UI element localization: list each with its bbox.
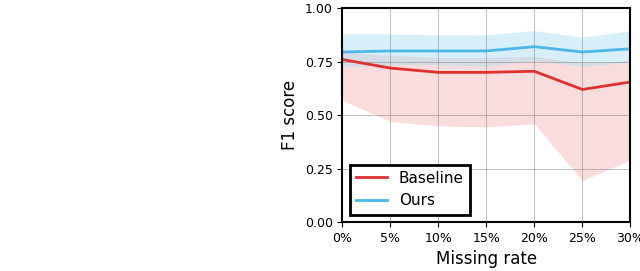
Baseline bbox=[579, 88, 586, 91]
Ours bbox=[387, 49, 394, 53]
Baseline bbox=[531, 70, 538, 73]
Line: Ours: Ours bbox=[342, 47, 630, 52]
Ours bbox=[579, 50, 586, 54]
X-axis label: Missing rate: Missing rate bbox=[436, 250, 537, 269]
Y-axis label: F1 score: F1 score bbox=[281, 80, 299, 150]
Baseline bbox=[627, 80, 634, 84]
Legend: Baseline, Ours: Baseline, Ours bbox=[350, 165, 470, 215]
Baseline bbox=[339, 58, 346, 61]
Baseline bbox=[435, 71, 442, 74]
Baseline bbox=[387, 66, 394, 70]
Ours bbox=[627, 47, 634, 50]
Ours bbox=[531, 45, 538, 48]
Ours bbox=[339, 50, 346, 54]
Baseline bbox=[483, 71, 490, 74]
Line: Baseline: Baseline bbox=[342, 60, 630, 89]
Ours bbox=[435, 49, 442, 53]
Ours bbox=[483, 49, 490, 53]
